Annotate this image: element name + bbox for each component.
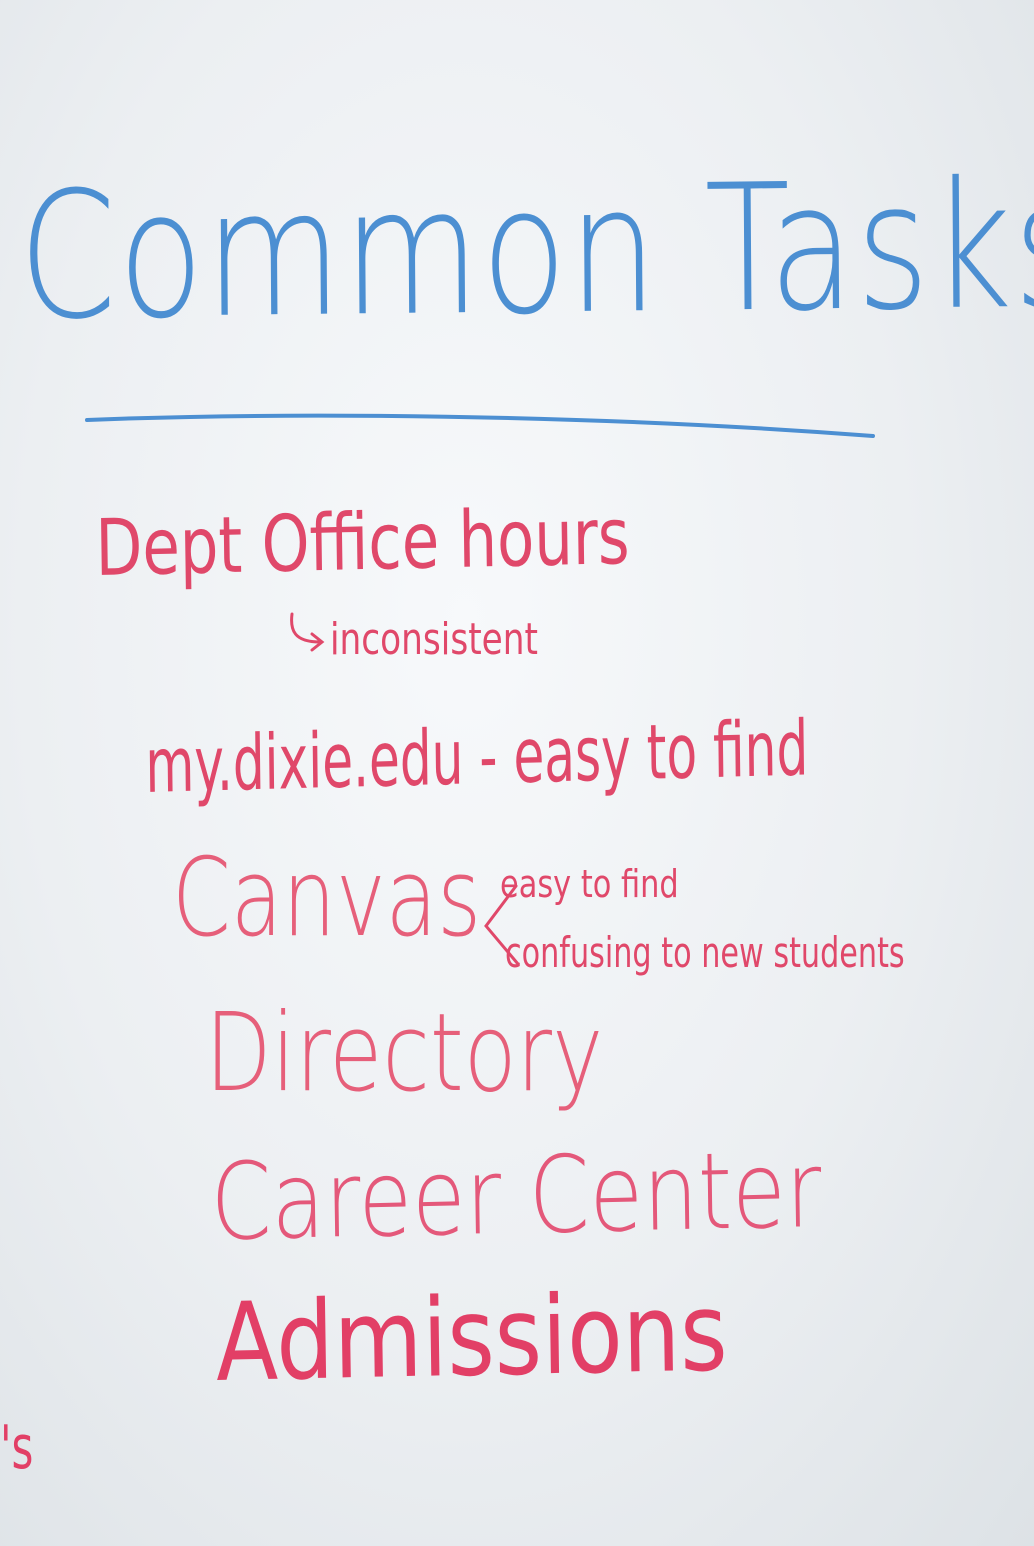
heading-underline <box>85 413 875 438</box>
heading-common-tasks: Common Tasks <box>17 144 1034 359</box>
item-canvas: Canvas <box>172 836 482 961</box>
item-mydixie-edu: my.dixie.edu - easy to find <box>144 703 809 810</box>
edge-fragment: 's <box>0 1413 34 1483</box>
item-admissions: Admissions <box>214 1270 729 1406</box>
item-career-center: Career Center <box>209 1128 823 1264</box>
note-confusing-to-new-students: confusing to new students <box>505 928 905 977</box>
item-dept-office-hours: Dept Office hours <box>94 492 631 594</box>
less-than-bracket-icon <box>484 884 520 966</box>
note-easy-to-find: easy to find <box>500 862 679 906</box>
item-directory: Directory <box>205 991 604 1116</box>
note-inconsistent: inconsistent <box>330 614 538 665</box>
hook-arrow-icon <box>290 612 325 652</box>
